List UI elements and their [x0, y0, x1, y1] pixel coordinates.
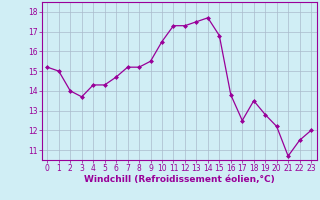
- X-axis label: Windchill (Refroidissement éolien,°C): Windchill (Refroidissement éolien,°C): [84, 175, 275, 184]
